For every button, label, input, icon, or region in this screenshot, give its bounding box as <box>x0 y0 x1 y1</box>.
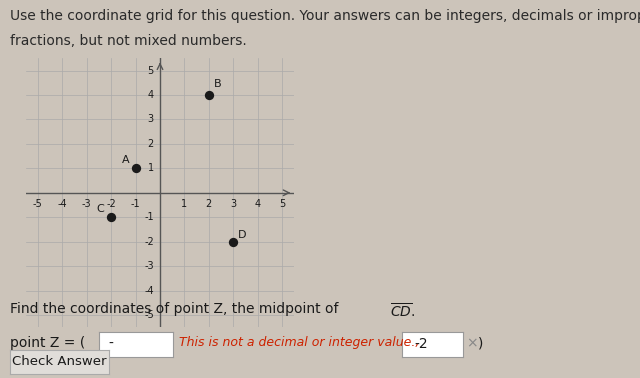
Text: B: B <box>214 79 221 89</box>
Text: -5: -5 <box>144 310 154 320</box>
Text: ×: × <box>466 336 477 350</box>
Text: -2: -2 <box>106 199 116 209</box>
Text: C: C <box>97 203 104 214</box>
Text: -2: -2 <box>414 337 428 352</box>
Text: 4: 4 <box>148 90 154 100</box>
Text: $\overline{CD}$.: $\overline{CD}$. <box>390 302 415 321</box>
Text: Check Answer: Check Answer <box>12 355 106 369</box>
Text: -2: -2 <box>144 237 154 247</box>
Text: -4: -4 <box>58 199 67 209</box>
Text: 1: 1 <box>148 163 154 174</box>
Text: -1: -1 <box>131 199 140 209</box>
Text: 5: 5 <box>279 199 285 209</box>
Text: This is not a decimal or integer value.,: This is not a decimal or integer value., <box>179 336 420 349</box>
Point <box>228 239 239 245</box>
Text: -1: -1 <box>144 212 154 222</box>
Text: -3: -3 <box>82 199 92 209</box>
Text: -: - <box>108 337 113 352</box>
Text: point Z = (: point Z = ( <box>10 336 85 350</box>
Text: -5: -5 <box>33 199 43 209</box>
Point <box>204 92 214 98</box>
Text: 2: 2 <box>205 199 212 209</box>
Text: 1: 1 <box>181 199 188 209</box>
Text: D: D <box>238 231 246 240</box>
Text: A: A <box>122 155 130 165</box>
Text: -3: -3 <box>144 261 154 271</box>
Text: fractions, but not mixed numbers.: fractions, but not mixed numbers. <box>10 34 246 48</box>
Text: ): ) <box>477 336 483 350</box>
Text: Find the coordinates of point Z, the midpoint of: Find the coordinates of point Z, the mid… <box>10 302 342 316</box>
Point <box>106 214 116 220</box>
Text: 4: 4 <box>255 199 261 209</box>
Text: Use the coordinate grid for this question. Your answers can be integers, decimal: Use the coordinate grid for this questio… <box>10 9 640 23</box>
Text: 2: 2 <box>148 139 154 149</box>
Text: 5: 5 <box>148 66 154 76</box>
Text: -4: -4 <box>144 285 154 296</box>
Point <box>131 165 141 171</box>
Text: 3: 3 <box>148 115 154 124</box>
Text: 3: 3 <box>230 199 236 209</box>
